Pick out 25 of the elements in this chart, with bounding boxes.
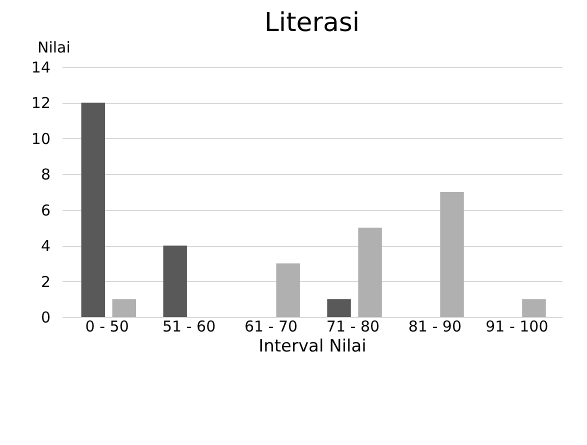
y-tick-label: 8: [40, 166, 50, 184]
bar: [358, 228, 382, 317]
y-tick-label: 0: [40, 308, 50, 326]
y-tick-label: 10: [31, 130, 50, 148]
y-tick-label: 2: [40, 272, 50, 291]
x-tick-label: 91 - 100: [486, 318, 548, 336]
x-tick-label: 61 - 70: [244, 318, 298, 336]
x-tick-label: 51 - 60: [162, 318, 216, 336]
bar: [163, 246, 187, 317]
bar: [327, 299, 351, 317]
y-axis-title: Nilai: [38, 38, 70, 56]
y-tick-label: 4: [40, 237, 50, 256]
x-tick-label: 0 - 50: [85, 318, 129, 336]
x-axis-title: Interval Nilai: [258, 336, 366, 356]
chart-title: Literasi: [264, 8, 360, 38]
bar: [81, 102, 105, 317]
bar: [522, 299, 546, 317]
y-tick-label: 12: [31, 94, 50, 112]
bar: [112, 299, 136, 317]
x-tick-label: 71 - 80: [326, 318, 380, 336]
x-tick-label: 81 - 90: [408, 318, 462, 336]
bar: [276, 263, 300, 317]
y-tick-label: 6: [40, 201, 50, 220]
y-tick-label: 14: [31, 58, 50, 76]
bar: [440, 192, 464, 317]
